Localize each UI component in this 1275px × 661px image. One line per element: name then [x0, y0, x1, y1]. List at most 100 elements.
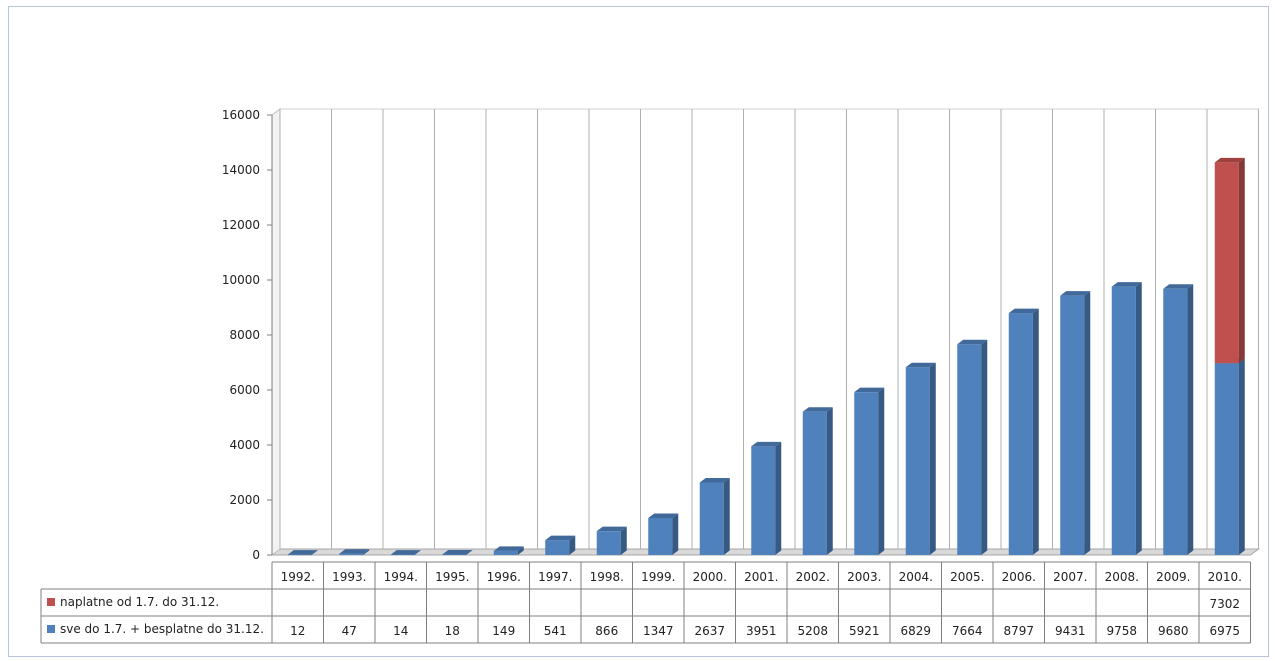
table-cell: 12	[290, 624, 305, 638]
bar-side	[1238, 157, 1245, 364]
bar-side	[672, 513, 679, 555]
table-cell: 2637	[694, 624, 725, 638]
bar-side	[311, 550, 318, 555]
bar-front	[699, 482, 724, 555]
table-cell: 18	[445, 624, 460, 638]
bar-front	[1060, 295, 1085, 555]
bar-front	[339, 553, 364, 555]
x-category-label: 1994.	[384, 570, 418, 584]
x-category-label: 2000.	[693, 570, 727, 584]
bar-side	[775, 441, 782, 555]
bar-front	[751, 446, 776, 555]
y-tick-label: 8000	[229, 328, 260, 342]
bar-top	[1060, 291, 1091, 296]
table-cell: 9431	[1055, 624, 1086, 638]
table-cell: 541	[544, 624, 567, 638]
bar-front	[596, 531, 621, 555]
plot-side-wall	[271, 108, 281, 556]
x-category-label: 2005.	[950, 570, 984, 584]
table-cell: 9758	[1106, 624, 1137, 638]
x-category-label: 2010.	[1208, 570, 1242, 584]
table-cell: 14	[393, 624, 408, 638]
x-category-label: 2009.	[1156, 570, 1190, 584]
table-cell: 5921	[849, 624, 880, 638]
x-category-label: 1997.	[538, 570, 572, 584]
bar-top	[390, 550, 421, 555]
bar-front	[390, 554, 415, 556]
bar-top	[1111, 282, 1142, 287]
bar-side	[1187, 284, 1194, 555]
table-cell: 1347	[643, 624, 674, 638]
bar-top	[545, 535, 576, 541]
y-tick-label: 14000	[222, 163, 260, 177]
bar-top	[493, 546, 524, 551]
table-cell: 6975	[1209, 624, 1240, 638]
x-category-label: 1999.	[641, 570, 675, 584]
bar-side	[414, 550, 421, 555]
bar-side	[466, 550, 473, 555]
legend-swatch	[47, 598, 55, 606]
x-category-label: 2006.	[1002, 570, 1036, 584]
bar-front	[545, 540, 570, 555]
x-category-label: 1993.	[332, 570, 366, 584]
legend-label: sve do 1.7. + besplatne do 31.12.	[60, 622, 264, 636]
x-category-label: 1998.	[590, 570, 624, 584]
bar-top	[957, 339, 988, 345]
table-cell: 866	[595, 624, 618, 638]
table-cell: 149	[492, 624, 515, 638]
bar-side	[1135, 282, 1142, 555]
x-category-label: 2002.	[796, 570, 830, 584]
bar-front	[1214, 363, 1239, 555]
x-category-label: 2001.	[744, 570, 778, 584]
bar-front	[1163, 288, 1188, 555]
bar-top	[905, 362, 936, 368]
bar-side	[1238, 358, 1245, 555]
y-tick-label: 6000	[229, 383, 260, 397]
table-cell: 47	[342, 624, 357, 638]
bar-top	[648, 513, 679, 518]
chart-frame: 0 2000 4000 6000 8000 10000 12000 14000 16000 199…	[8, 6, 1269, 657]
table-cell: 7664	[952, 624, 983, 638]
x-category-label: 1992.	[281, 570, 315, 584]
legend-swatch	[47, 625, 55, 633]
bar-top	[1163, 284, 1194, 289]
bar-side	[929, 362, 936, 555]
legend-label: naplatne od 1.7. do 31.12.	[60, 595, 219, 609]
bar-front	[1008, 313, 1033, 555]
bar-front	[493, 550, 518, 555]
x-category-label: 1996.	[487, 570, 521, 584]
bar-side	[517, 546, 524, 555]
bar-front	[442, 554, 467, 556]
bar-side	[1032, 308, 1039, 555]
bar-top	[854, 387, 885, 393]
y-tick-label: 2000	[229, 493, 260, 507]
bar-front	[957, 344, 982, 555]
x-category-label: 2004.	[899, 570, 933, 584]
y-tick-label: 0	[252, 548, 260, 562]
table-cell: 3951	[746, 624, 777, 638]
bar-top	[442, 550, 473, 555]
table-cell: 8797	[1003, 624, 1034, 638]
bar-top	[287, 550, 318, 555]
x-category-label: 2008.	[1105, 570, 1139, 584]
bar-top	[802, 407, 833, 412]
table-cell: 5208	[797, 624, 828, 638]
bar-top	[596, 526, 627, 532]
y-tick-label: 4000	[229, 438, 260, 452]
bar-front	[287, 554, 312, 556]
x-category-label: 2007.	[1053, 570, 1087, 584]
table-cell: 6829	[900, 624, 931, 638]
x-category-label: 2003.	[847, 570, 881, 584]
bar-top	[751, 441, 782, 447]
bar-top	[339, 549, 370, 554]
x-category-label: 1995.	[435, 570, 469, 584]
bar-side	[569, 535, 576, 555]
y-tick-label: 10000	[222, 273, 260, 287]
bar-front	[802, 411, 827, 555]
bar-side	[1084, 291, 1091, 555]
bar-side	[878, 387, 885, 555]
bar-side	[981, 339, 988, 555]
table-cell: 9680	[1158, 624, 1189, 638]
bar-front	[648, 517, 673, 555]
bar-side	[620, 526, 627, 555]
